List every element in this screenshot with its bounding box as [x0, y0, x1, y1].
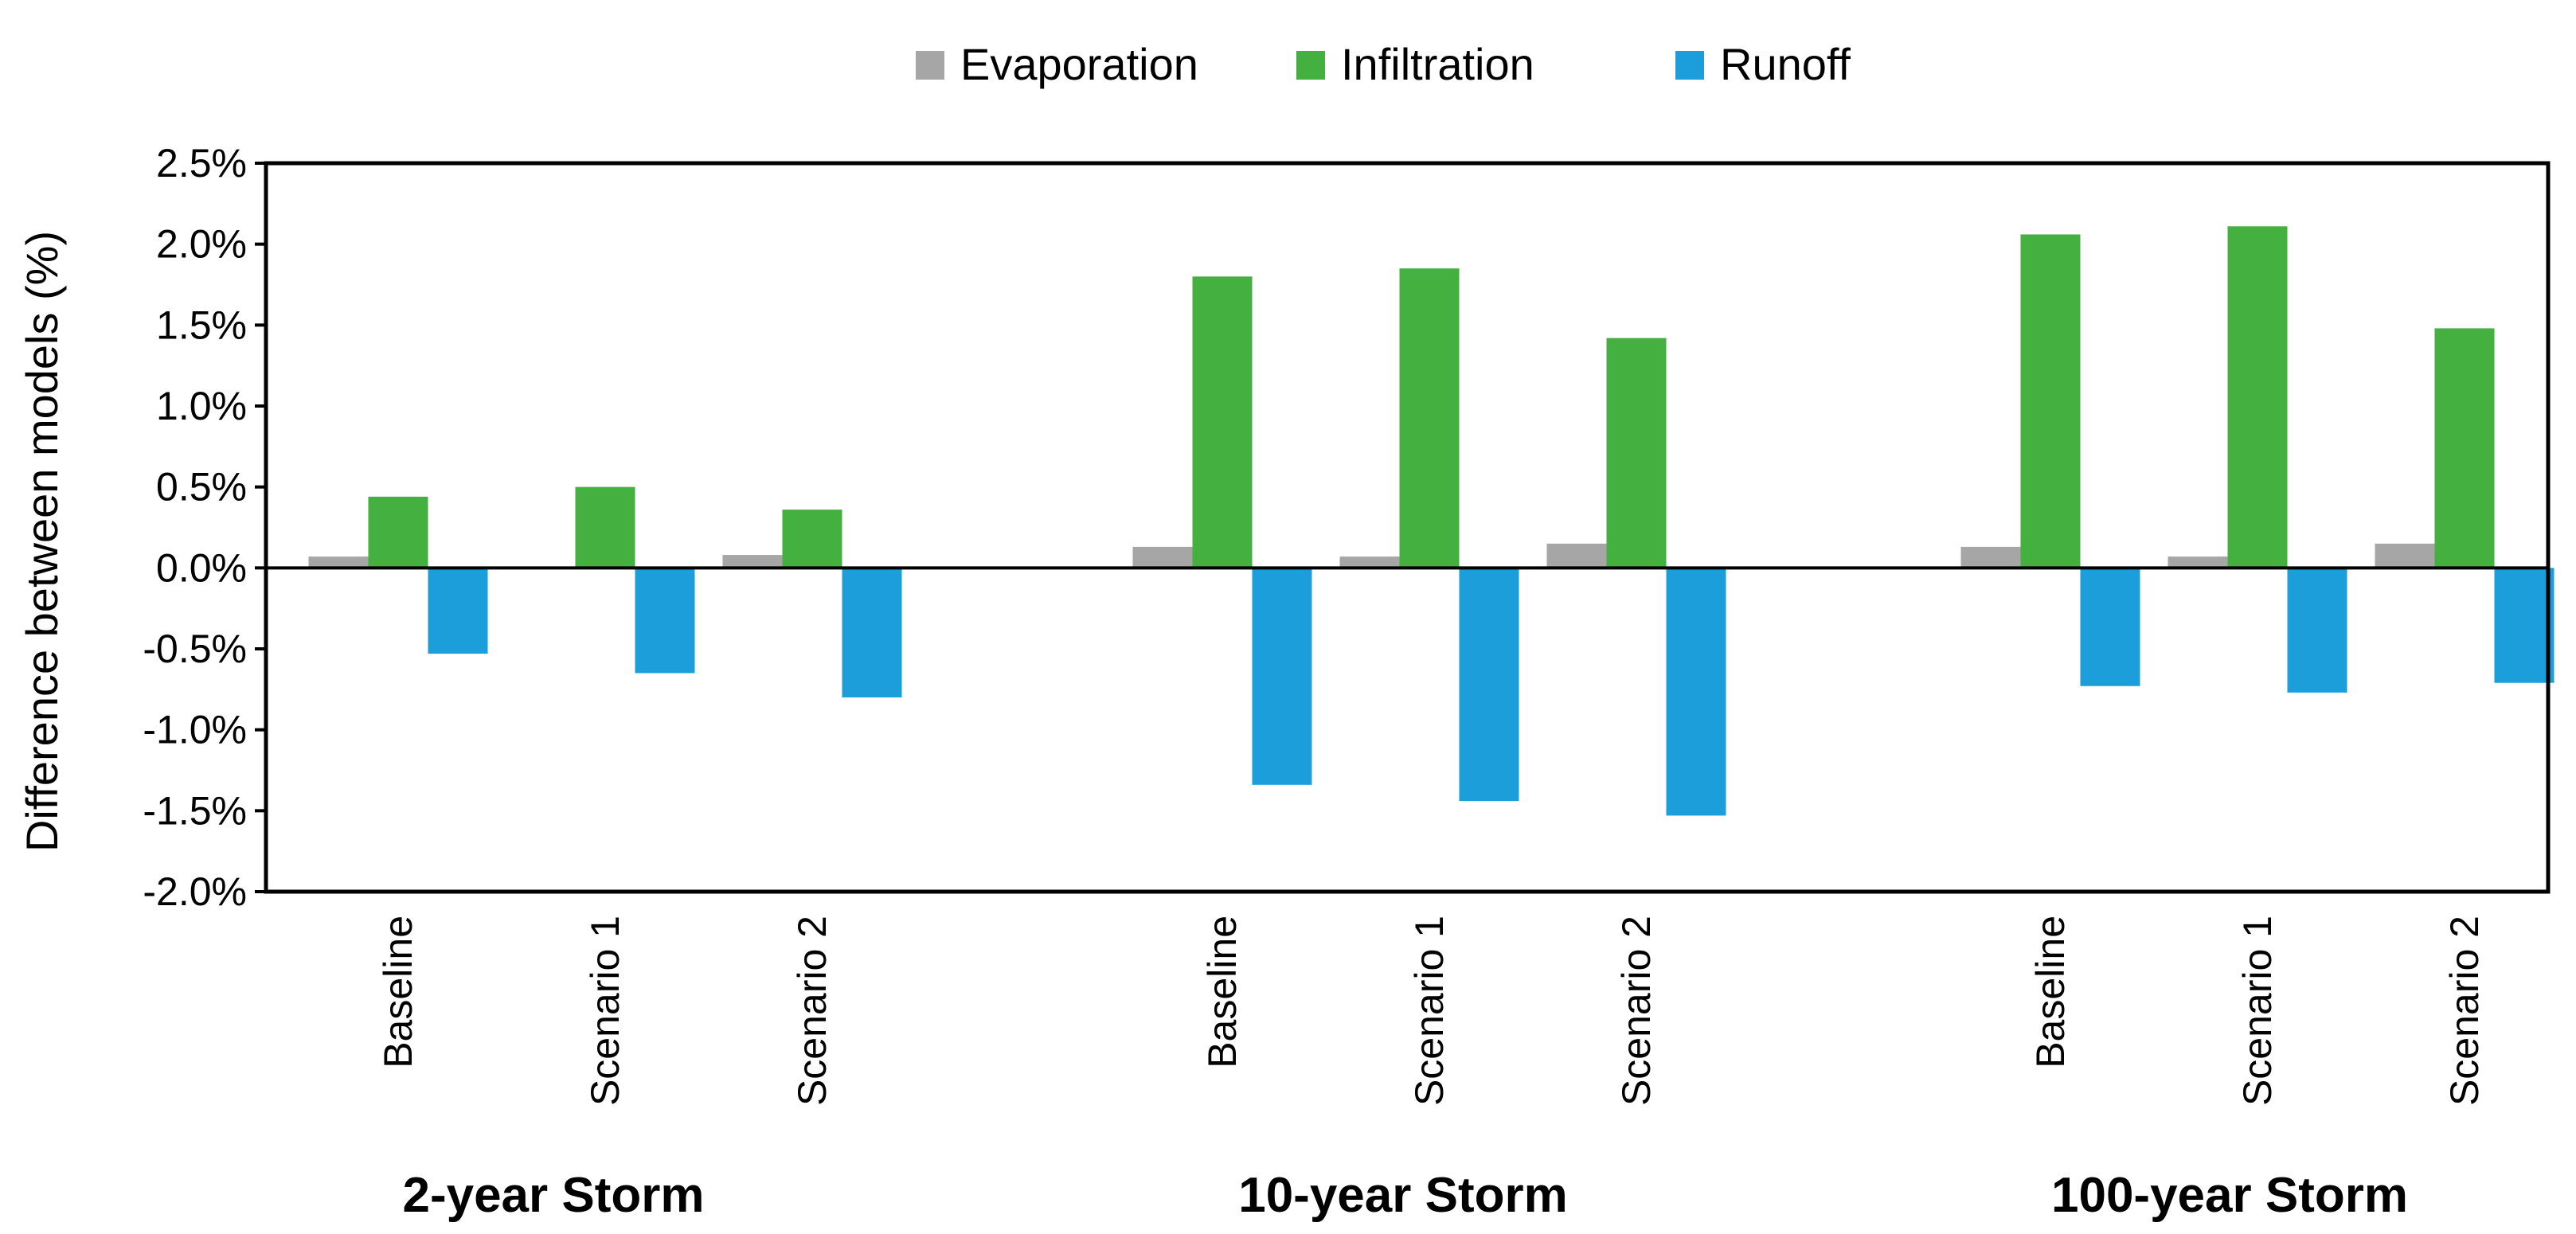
y-tick-label: -1.5% — [143, 788, 247, 833]
bar-evaporation — [2375, 543, 2435, 568]
bar-runoff — [2080, 568, 2140, 686]
bar-infiltration — [575, 486, 635, 568]
bar-infiltration — [2020, 234, 2081, 568]
bar-evaporation — [722, 555, 783, 568]
bar-evaporation — [1339, 556, 1400, 568]
plot-area-border — [264, 161, 2551, 894]
bar-runoff — [428, 568, 488, 654]
bar-runoff — [2287, 568, 2347, 693]
y-tick-label: 0.5% — [156, 465, 247, 510]
bar-infiltration — [368, 496, 428, 568]
x-category-label: Scenario 1 — [583, 916, 627, 1106]
y-axis-ticks: 2.5% 2.0% 1.5% 1.0% 0.5% 0.0% -0.5% -1.0% -1.5% -… — [143, 141, 266, 914]
legend-swatch-evaporation — [916, 51, 944, 80]
y-tick-label: -2.0% — [143, 869, 247, 914]
bar-infiltration — [1399, 268, 1460, 568]
x-category-label: Baseline — [1200, 916, 1245, 1068]
bar-infiltration — [2227, 226, 2288, 568]
y-tick-label: 2.5% — [156, 141, 247, 185]
x-group-label: 10-year Storm — [1238, 1168, 1568, 1223]
y-tick-label: -0.5% — [143, 627, 247, 671]
bar-evaporation — [308, 556, 369, 568]
y-tick-label: 2.0% — [156, 222, 247, 267]
x-group-label: 2-year Storm — [402, 1168, 704, 1223]
x-category-label: Baseline — [376, 916, 420, 1068]
legend-swatch-infiltration — [1296, 51, 1325, 80]
legend: Evaporation Infiltration Runoff — [916, 39, 1851, 89]
bar-runoff — [1666, 568, 1726, 816]
y-tick-label: -1.0% — [143, 708, 247, 752]
bar-runoff — [842, 568, 902, 697]
bar-evaporation — [1960, 546, 2021, 568]
x-category-label: Scenario 2 — [790, 916, 835, 1106]
x-category-label: Scenario 2 — [2442, 916, 2487, 1106]
legend-label-infiltration: Infiltration — [1341, 39, 1534, 89]
bar-runoff — [1459, 568, 1519, 802]
x-category-label: Baseline — [2028, 916, 2073, 1068]
bar-infiltration — [1192, 276, 1253, 568]
y-tick-label: 1.0% — [156, 384, 247, 428]
bar-infiltration — [1606, 338, 1667, 568]
bar-evaporation — [1546, 543, 1607, 568]
x-category-label: Scenario 1 — [2235, 916, 2280, 1106]
legend-swatch-runoff — [1675, 51, 1704, 80]
x-category-label: Scenario 1 — [1407, 916, 1452, 1106]
bar-runoff — [635, 568, 695, 674]
bar-evaporation — [1132, 546, 1193, 568]
x-axis-groups: 2-year Storm 10-year Storm 100-year Storm — [402, 1168, 2408, 1223]
bar-evaporation — [2168, 556, 2228, 568]
x-axis-categories: Baseline Scenario 1 Scenario 2 Baseline Scen… — [376, 916, 2487, 1106]
y-axis-title: Difference between models (%) — [17, 231, 67, 852]
bar-runoff — [2494, 568, 2555, 683]
bars — [308, 226, 2555, 816]
y-tick-label: 0.0% — [156, 545, 247, 590]
bar-runoff — [1252, 568, 1312, 785]
bar-infiltration — [782, 510, 842, 568]
x-group-label: 100-year Storm — [2051, 1168, 2408, 1223]
legend-label-evaporation: Evaporation — [960, 39, 1198, 89]
bar-infiltration — [2434, 328, 2495, 568]
legend-label-runoff: Runoff — [1720, 39, 1851, 89]
x-category-label: Scenario 2 — [1614, 916, 1659, 1106]
y-tick-label: 1.5% — [156, 303, 247, 347]
